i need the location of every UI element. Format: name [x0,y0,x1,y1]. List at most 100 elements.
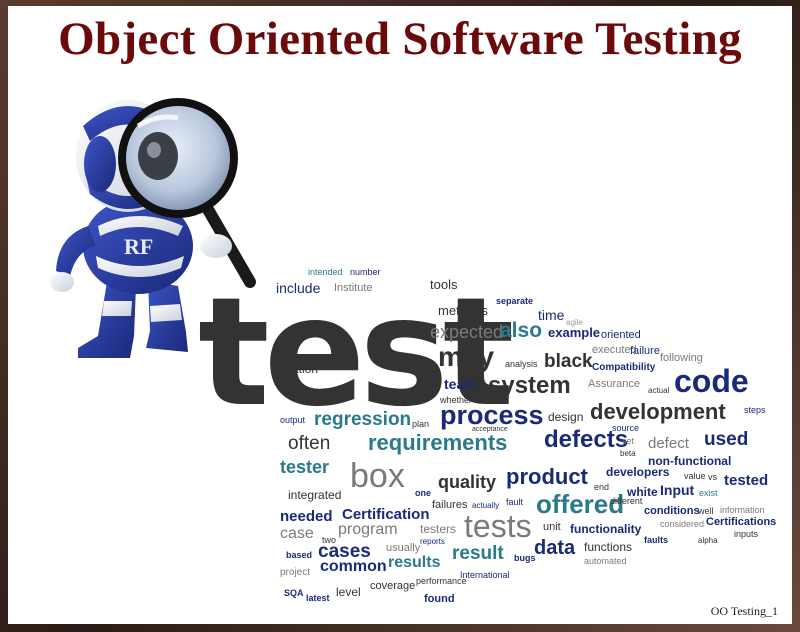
word-cloud-term: whether [440,395,473,405]
word-cloud-term: box [350,457,405,495]
word-cloud-term: agile [566,318,583,327]
word-cloud-term: value [684,471,706,481]
robot-chest-letters: RF [124,234,153,259]
word-cloud-term: design [548,410,584,424]
word-cloud-term: alpha [698,536,718,545]
word-cloud-term: Certifications [706,516,777,528]
word-cloud-term: non-functional [648,454,732,468]
word-cloud-term: failures [432,499,468,511]
word-cloud-term: also [500,319,543,342]
word-cloud-term: cases [318,541,371,562]
word-cloud-term: separate [496,296,534,306]
word-cloud-term: Compatibility [592,362,656,373]
word-cloud-term: well [698,506,714,516]
word-cloud-term: developers [606,465,670,479]
word-cloud-term: white [627,485,658,499]
word-cloud-term: set [622,436,635,446]
word-cloud-term: Assurance [588,378,640,390]
word-cloud-term: exist [699,488,718,498]
word-cloud-term: requirements [368,430,508,455]
word-cloud-term: time [538,307,565,323]
word-cloud-term: testers [420,522,457,536]
word-cloud-term: actually [472,501,500,510]
word-cloud-term: coverage [370,580,416,592]
word-cloud-term: team [444,376,477,392]
word-cloud-term: data [534,537,576,559]
word-cloud-term: latest [306,593,330,603]
word-cloud-term: often [288,433,331,454]
word-cloud-term: functions [584,540,633,554]
word-cloud-term: unit [543,521,561,533]
word-cloud-term: actual [648,386,670,395]
word-cloud-term: program [338,521,398,538]
word-cloud-term: common [320,558,387,575]
word-cloud-term: defects [544,426,629,453]
word-cloud-term: usually [386,542,421,554]
word-cloud-term: offered [536,489,625,519]
slide-footer: OO Testing_1 [710,604,778,618]
slide-title: Object Oriented Software Testing [58,13,742,65]
slide: Object Oriented Software Testing [8,6,792,624]
word-cloud-term: end [594,482,610,492]
word-cloud-term: different [610,496,643,506]
word-cloud-term: vs [708,472,717,482]
word-cloud-term: performance [416,576,467,586]
word-cloud-term: tested [724,472,769,489]
word-cloud-term: Input [660,482,695,498]
word-cloud-term: information [720,505,765,515]
word-cloud-term: regression [314,409,412,430]
word-cloud-term: used [704,429,749,450]
word-cloud-term: product [506,464,588,489]
word-cloud-term: project [280,567,311,578]
word-cloud-term: found [424,593,455,605]
word-cloud-term: acceptance [472,426,508,433]
word-cloud-term: test [198,266,514,440]
word-cloud-term: expected [430,322,504,342]
word-cloud-term: system [488,372,571,399]
word-cloud-term: result [452,543,504,564]
word-cloud-term: process [440,400,544,430]
word-cloud-term: tests [464,508,532,544]
word-cloud-term: number [350,267,381,277]
word-cloud-term: case [280,525,314,542]
word-cloud-term: Certification [342,506,430,523]
word-cloud-term: International [460,570,510,580]
word-cloud-term: one [415,488,432,498]
word-cloud-term: results [388,554,441,571]
word-cloud-term: steps [744,405,766,415]
word-cloud-term: integrated [288,488,342,502]
word-cloud-term: example [548,325,601,340]
word-cloud-term: may [438,341,495,372]
word-cloud-term: include [276,280,321,296]
word-cloud-term: black [544,351,593,372]
word-cloud: test intended number include Institute tools m… [8,6,792,624]
word-cloud-term: development [590,399,726,424]
word-cloud-term: Institute [334,282,373,294]
word-cloud-term: two [322,535,337,545]
word-cloud-term: SQA [284,588,304,598]
word-cloud-term: bugs [514,553,536,563]
word-cloud-term: needed [280,508,333,525]
word-cloud-term: inputs [734,529,759,539]
word-cloud-term: source [612,423,640,433]
robot-with-magnifying-glass-icon: RF [50,98,256,358]
word-cloud-term: code [674,363,749,399]
word-cloud-term: citation [280,362,319,376]
word-cloud-term: oriented [601,329,641,341]
word-cloud-term: defect [648,435,689,452]
word-cloud-term: failure [630,345,660,357]
word-cloud-term: tester [280,457,330,477]
word-cloud-term: tools [430,277,458,292]
word-cloud-term: automated [584,556,627,566]
word-cloud-term: functionality [570,522,642,536]
word-cloud-term: plan [412,419,430,429]
word-cloud-term: fault [506,497,524,507]
word-cloud-term: following [660,352,703,364]
word-cloud-term: considered [660,519,705,529]
word-cloud-term: output [280,415,306,425]
word-cloud-term: analysis [505,359,538,369]
word-cloud-term: beta [620,449,636,458]
word-cloud-term: level [336,585,361,599]
word-cloud-term: executed [592,344,637,356]
word-cloud-term: conditions [644,505,700,517]
